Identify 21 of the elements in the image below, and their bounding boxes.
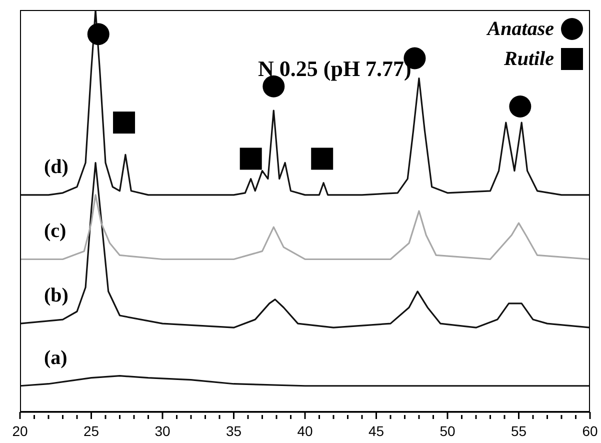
series-label: (a)	[44, 346, 68, 369]
point	[311, 148, 334, 170]
point	[262, 75, 285, 98]
point	[87, 23, 110, 46]
x-tick-label: 20	[12, 423, 28, 439]
x-tick-label: 60	[582, 423, 598, 439]
legend-label: Rutile	[504, 48, 554, 70]
series-label: (c)	[44, 220, 66, 242]
series-label: (b)	[44, 284, 68, 307]
legend-label: Anatase	[487, 18, 554, 40]
point	[509, 95, 532, 118]
point	[240, 148, 262, 170]
x-tick-label: 40	[297, 423, 313, 439]
point	[113, 112, 136, 134]
x-tick-label: 55	[510, 423, 527, 439]
series-label: (d)	[44, 156, 68, 178]
x-tick-label: 50	[440, 423, 456, 439]
x-tick-label: 30	[154, 423, 170, 439]
x-tick-label: 35	[226, 423, 242, 439]
x-tick-label: 25	[83, 423, 100, 439]
x-tick-label: 45	[368, 423, 384, 439]
